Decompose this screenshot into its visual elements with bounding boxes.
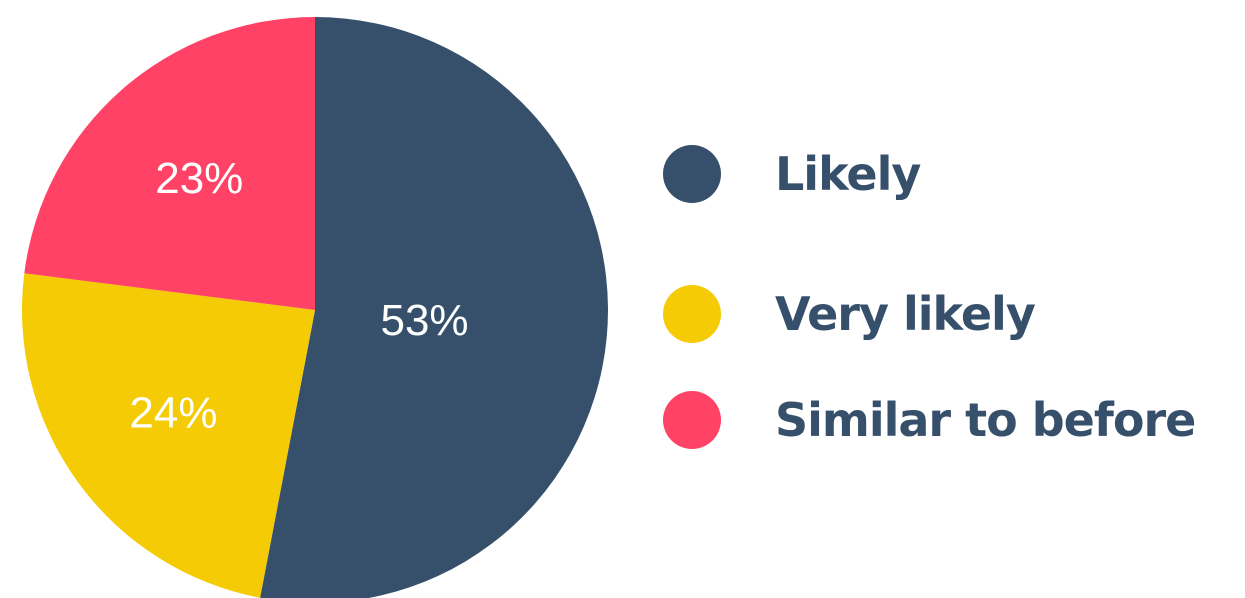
slice-label-very-likely: 24% <box>129 388 217 437</box>
legend-item-very-likely: Very likely <box>663 284 1036 344</box>
legend-swatch-very-likely <box>663 285 721 343</box>
pie-slice-very-likely <box>21 273 315 598</box>
slice-labels-layer: 53% 24% 23% <box>129 154 468 437</box>
legend-swatch-likely <box>663 145 721 203</box>
legend-swatch-similar-to-before <box>663 391 721 449</box>
pie-slice-similar-to-before <box>24 17 315 310</box>
slices-layer <box>21 17 608 598</box>
legend-item-likely: Likely <box>663 144 921 204</box>
slice-label-similar-to-before: 23% <box>155 154 243 203</box>
legend-label-likely: Likely <box>775 147 921 201</box>
pie-plot-area: 53% 24% 23% <box>21 17 608 598</box>
legend-label-similar-to-before: Similar to before <box>775 393 1196 447</box>
legend-label-very-likely: Very likely <box>775 287 1036 341</box>
pie-slice-likely <box>260 17 608 598</box>
legend-item-similar-to-before: Similar to before <box>663 390 1196 450</box>
slice-label-likely: 53% <box>380 296 468 345</box>
